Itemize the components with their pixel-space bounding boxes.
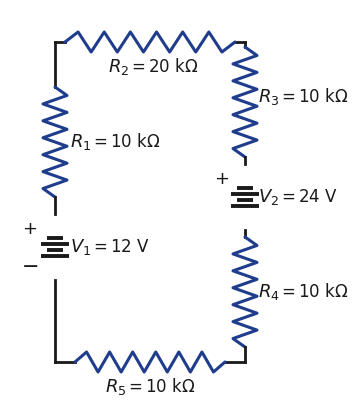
Text: $R_5$: $R_5$	[105, 377, 126, 397]
Text: $= 20\ \mathrm{k\Omega}$: $= 20\ \mathrm{k\Omega}$	[128, 58, 199, 76]
Text: $= 10\ \mathrm{k\Omega}$: $= 10\ \mathrm{k\Omega}$	[278, 283, 349, 301]
Text: $-$: $-$	[21, 255, 39, 275]
Text: $R_2$: $R_2$	[108, 57, 129, 77]
Text: $= 10\ \mathrm{k\Omega}$: $= 10\ \mathrm{k\Omega}$	[278, 88, 349, 106]
Text: $V_2$: $V_2$	[258, 187, 279, 207]
Text: $V_1$: $V_1$	[70, 237, 91, 257]
Text: $= 10\ \mathrm{k\Omega}$: $= 10\ \mathrm{k\Omega}$	[90, 133, 161, 151]
Text: $= 12\ \mathrm{V}$: $= 12\ \mathrm{V}$	[90, 238, 150, 256]
Text: $= 24\ \mathrm{V}$: $= 24\ \mathrm{V}$	[278, 188, 338, 206]
Text: $= 10\ \mathrm{k\Omega}$: $= 10\ \mathrm{k\Omega}$	[125, 378, 196, 396]
Text: $+$: $+$	[22, 220, 38, 238]
Text: $+$: $+$	[214, 170, 230, 188]
Text: $R_3$: $R_3$	[258, 87, 279, 107]
Text: $R_1$: $R_1$	[70, 132, 91, 152]
Text: $R_4$: $R_4$	[258, 282, 280, 302]
